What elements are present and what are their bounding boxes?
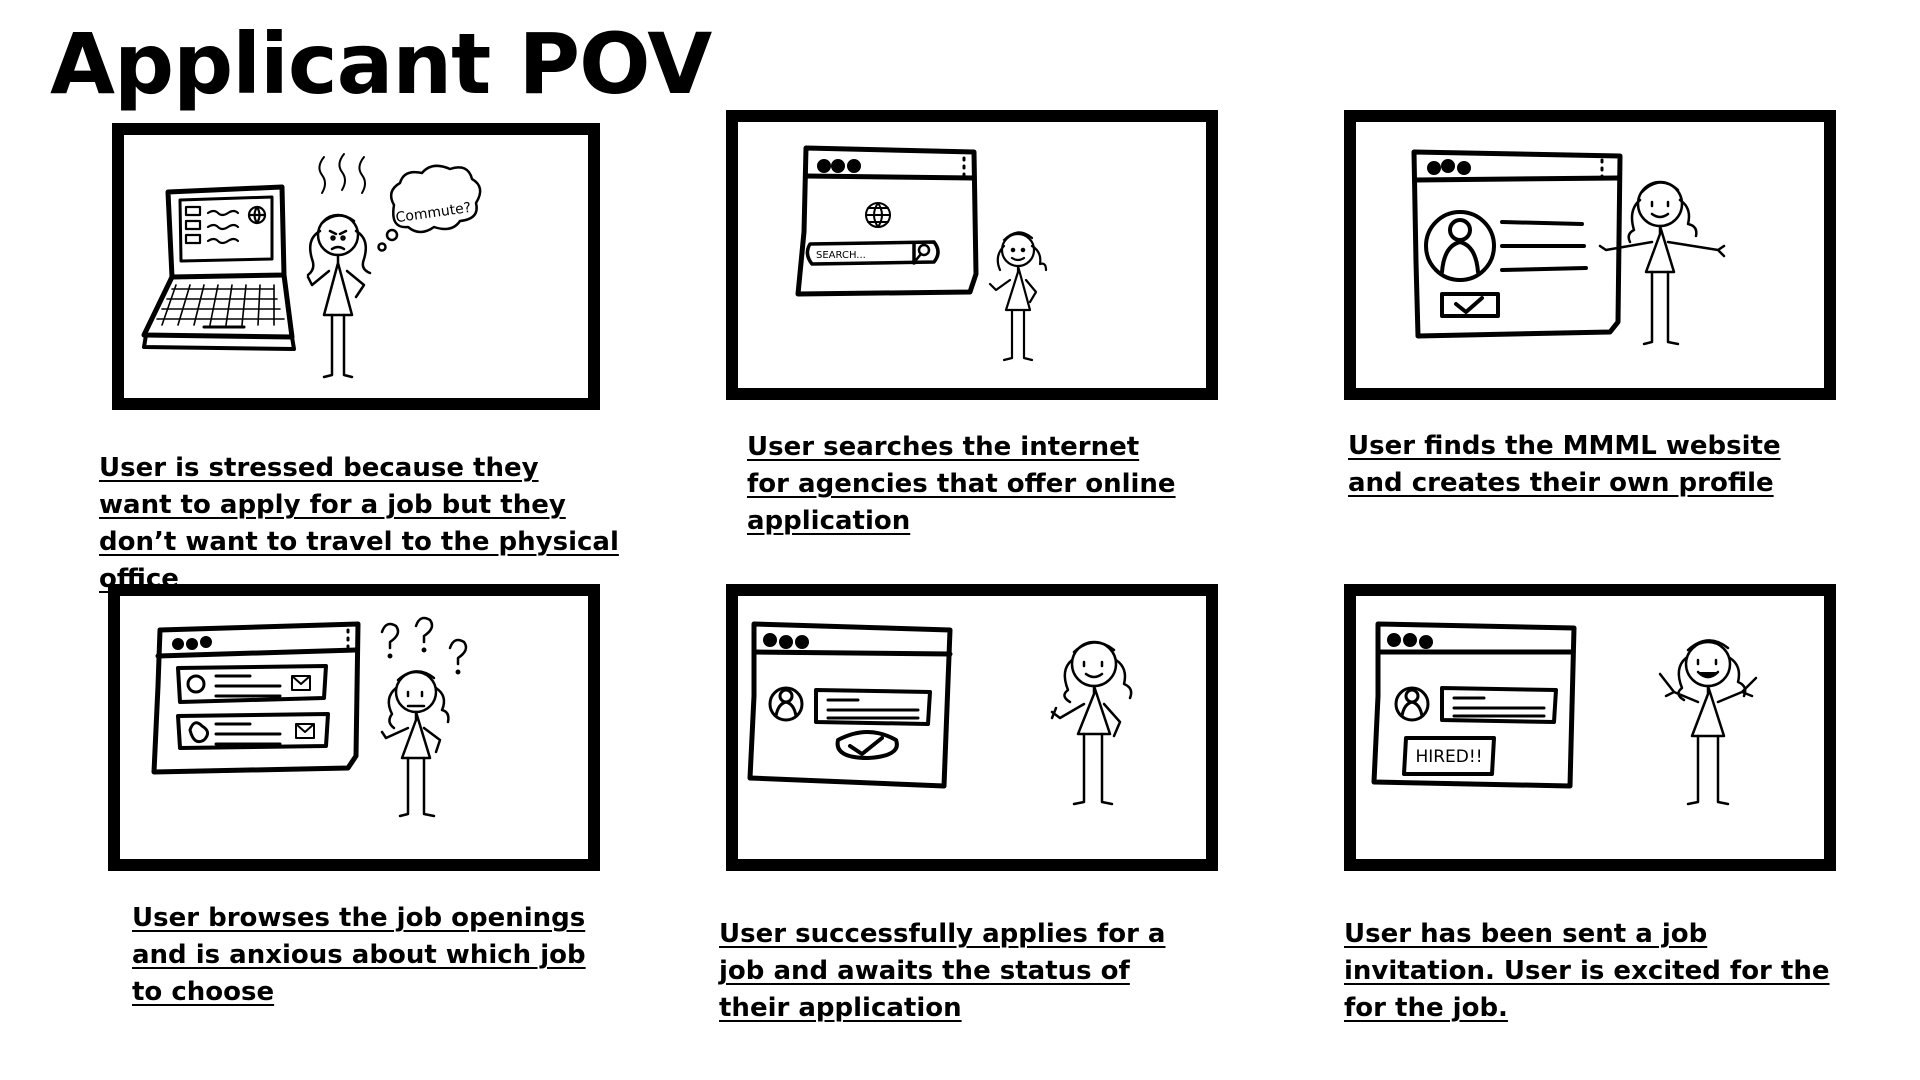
storyboard-panel-4: [108, 584, 600, 871]
storyboard-panel-2: SEARCH...: [726, 110, 1218, 400]
user-figure: [1050, 640, 1133, 806]
storyboard-panel-5: [726, 584, 1218, 871]
search-bar: [805, 240, 940, 266]
checkbox-icon: [1440, 292, 1500, 318]
globe-icon: [865, 202, 891, 228]
profile-text-lines: [1500, 220, 1588, 272]
browser-window: [795, 145, 979, 297]
thought-bubble: [377, 164, 482, 252]
application-card: [814, 688, 932, 726]
avatar-icon: [1394, 686, 1430, 722]
page-title: Applicant POV: [50, 15, 712, 113]
panel-1-caption: User is stressed because they want to ap…: [99, 453, 619, 594]
sketch-stressed-user-laptop: Commute?: [141, 153, 482, 379]
browser-window: [1411, 149, 1623, 339]
avatar-icon: [768, 686, 804, 722]
anxious-user-figure: [380, 670, 450, 818]
excited-user-figure: [1658, 639, 1758, 806]
sketch-user-searching: SEARCH...: [795, 145, 1048, 362]
hired-badge: [1402, 736, 1496, 776]
panel-4-caption: User browses the job openings and is anx…: [132, 903, 586, 1007]
panel-3-caption: User finds the MMML website and creates …: [1348, 431, 1781, 498]
browser-window: [747, 621, 953, 789]
hired-badge-text: HIRED!!: [1415, 747, 1482, 767]
browser-window: [151, 621, 361, 775]
panel-6-caption: User has been sent a job invitation. Use…: [1344, 919, 1830, 1023]
profile-avatar-icon: [1424, 210, 1496, 282]
browser-window: [1371, 621, 1577, 789]
panel-2-caption: User searches the internet for agencies …: [747, 432, 1176, 536]
user-figure: [1598, 180, 1726, 346]
laptop-icon: [141, 184, 296, 351]
job-card-1: [176, 664, 328, 704]
user-figure: [988, 231, 1048, 362]
storyboard-panel-3: [1344, 110, 1836, 400]
question-marks: [380, 616, 468, 675]
checkmark-button: [835, 730, 899, 760]
job-card: [1440, 686, 1558, 724]
sketch-user-browsing-jobs: [151, 616, 468, 818]
sketch-user-creates-profile: [1411, 149, 1726, 346]
search-placeholder: SEARCH...: [816, 250, 866, 261]
storyboard-panel-1: Commute?: [112, 123, 600, 410]
panel-5-caption: User successfully applies for a job and …: [719, 919, 1166, 1023]
stressed-user-figure: [306, 213, 372, 379]
storyboard-panel-6: HIRED!!: [1344, 584, 1836, 871]
stress-lines: [318, 153, 366, 194]
sketch-user-applied: [747, 621, 1133, 806]
keyboard: [156, 284, 285, 329]
sketch-user-hired: HIRED!!: [1371, 621, 1758, 806]
job-card-2: [176, 712, 330, 750]
